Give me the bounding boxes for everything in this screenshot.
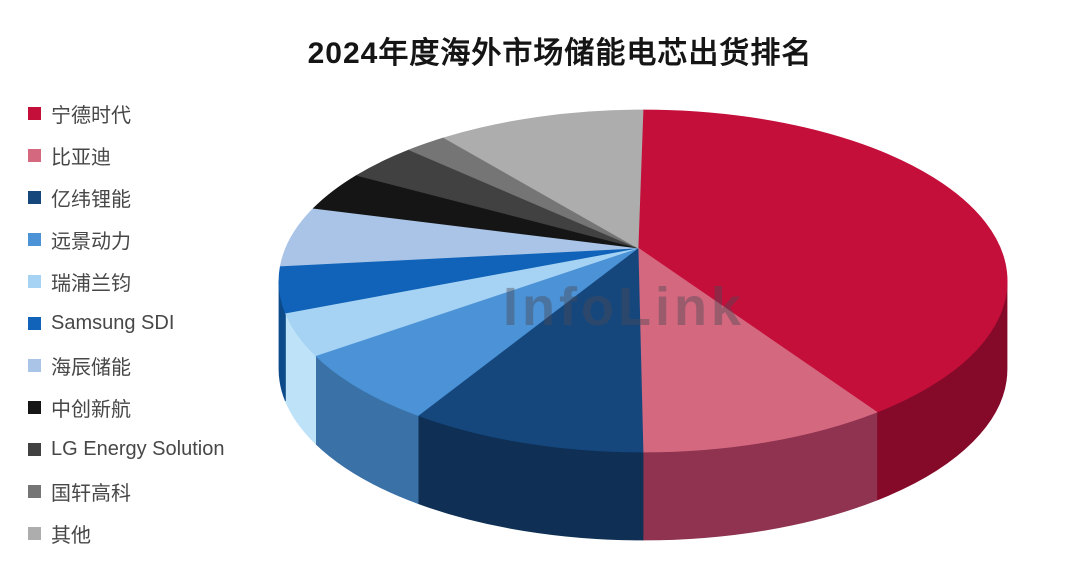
- legend-label: 其他: [51, 524, 91, 547]
- legend-swatch: [28, 316, 41, 330]
- legend-swatch: [28, 148, 41, 162]
- legend-swatch: [28, 274, 41, 288]
- legend-label: Samsung SDI: [51, 311, 175, 334]
- legend-label: 亿纬锂能: [51, 188, 131, 211]
- legend-swatch: [28, 484, 41, 498]
- legend-swatch: [28, 400, 41, 414]
- pie-slice: [314, 247, 639, 416]
- legend-label: LG Energy Solution: [51, 437, 225, 460]
- legend-item: 亿纬锂能: [28, 176, 224, 218]
- legend-item: 比亚迪: [28, 134, 224, 176]
- pie-slice: [417, 247, 644, 453]
- legend-swatch: [28, 526, 41, 540]
- legend-item: 瑞浦兰钧: [28, 260, 224, 302]
- legend-item: 国轩高科: [28, 470, 224, 512]
- legend-item: 中创新航: [28, 386, 224, 428]
- legend-label: 中创新航: [51, 398, 131, 421]
- legend-label: 瑞浦兰钧: [51, 272, 131, 295]
- pie-slice: [637, 247, 878, 453]
- pie-slice: [637, 109, 1008, 413]
- legend-swatch: [28, 190, 41, 204]
- legend-item: 宁德时代: [28, 92, 224, 134]
- pie-slice: [279, 207, 639, 267]
- legend-item: LG Energy Solution: [28, 428, 224, 470]
- legend-item: 海辰储能: [28, 344, 224, 386]
- legend: 宁德时代比亚迪亿纬锂能远景动力瑞浦兰钧 Samsung SDI 海辰储能中创新航 LG…: [28, 92, 224, 554]
- legend-label: 宁德时代: [51, 104, 131, 127]
- legend-label: 海辰储能: [51, 356, 131, 379]
- legend-swatch: [28, 106, 41, 120]
- legend-label: 国轩高科: [51, 482, 131, 505]
- pie-slice: [443, 109, 644, 249]
- legend-swatch: [28, 442, 41, 456]
- legend-swatch: [28, 358, 41, 372]
- legend-item: 其他: [28, 512, 224, 554]
- legend-label: 远景动力: [51, 230, 131, 253]
- legend-label: 比亚迪: [51, 146, 111, 169]
- legend-item: Samsung SDI: [28, 302, 224, 344]
- page-title: 2024年度海外市场储能电芯出货排名: [307, 37, 813, 70]
- legend-item: 远景动力: [28, 218, 224, 260]
- legend-swatch: [28, 232, 41, 246]
